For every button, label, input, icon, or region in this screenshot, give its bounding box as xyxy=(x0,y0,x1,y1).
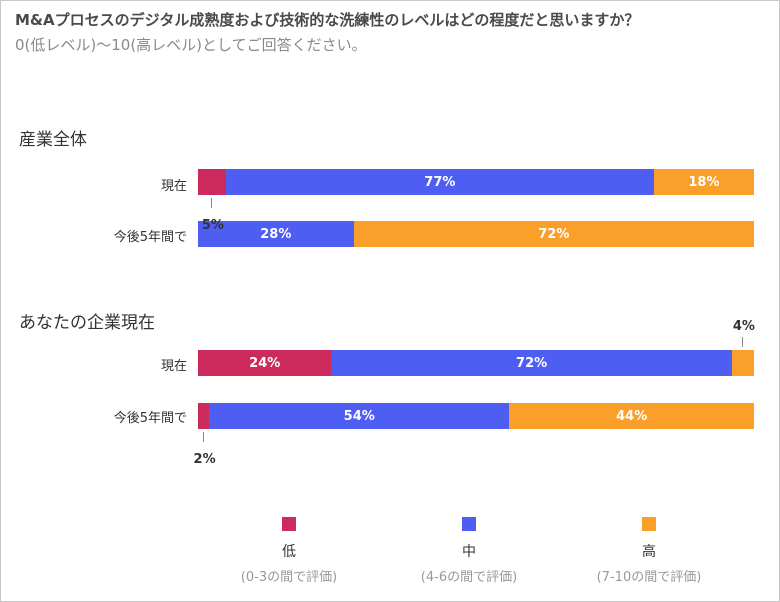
legend-sub-mid: (4-6の間で評価) xyxy=(420,570,518,585)
bar-value-label: 18% xyxy=(688,174,720,190)
callout-tick xyxy=(742,337,744,347)
legend-swatch-low xyxy=(282,517,296,531)
bar-segment-high xyxy=(731,350,754,376)
bar-value-label: 28% xyxy=(260,226,292,242)
row-label-industry-now: 現在 xyxy=(160,179,187,194)
bar-segment-high: 44% xyxy=(509,403,754,429)
bar-value-label: 77% xyxy=(424,174,456,190)
chart-subtitle: 0(低レベル)〜10(高レベル)としてご回答ください。 xyxy=(15,36,367,54)
callout-tick xyxy=(203,432,205,442)
legend-item-high: 高 (7-10の間で評価) xyxy=(574,517,724,585)
bar-segment-mid: 54% xyxy=(209,403,510,429)
legend-label-high: 高 xyxy=(642,544,656,560)
bar-segment-low: 24% xyxy=(198,350,332,376)
row-label-company-now: 現在 xyxy=(160,359,187,374)
legend-sub-low: (0-3の間で評価) xyxy=(240,570,338,585)
bar-segment-mid: 77% xyxy=(225,169,654,195)
bar-segment-mid: 72% xyxy=(331,350,732,376)
bar-value-label: 72% xyxy=(538,226,570,242)
legend-label-low: 低 xyxy=(282,544,296,560)
group-title-industry: 産業全体 xyxy=(19,130,87,150)
row-label-industry-5y: 今後5年間で xyxy=(113,230,187,245)
callout-value-label: 2% xyxy=(193,452,216,467)
legend-item-low: 低 (0-3の間で評価) xyxy=(214,517,364,585)
bar-segment-mid: 28% xyxy=(198,221,354,247)
bar-segment-high: 18% xyxy=(653,169,754,195)
bar-value-label: 44% xyxy=(616,408,648,424)
bar-segment-low xyxy=(198,403,210,429)
group-title-company: あなたの企業現在 xyxy=(19,313,155,333)
bar-segment-low xyxy=(198,169,226,195)
callout-tick xyxy=(211,198,213,208)
bar-segment-high: 72% xyxy=(353,221,754,247)
legend-label-mid: 中 xyxy=(462,544,476,560)
bar-value-label: 24% xyxy=(249,355,281,371)
legend-swatch-mid xyxy=(462,517,476,531)
callout-value-label: 4% xyxy=(732,319,755,334)
legend-sub-high: (7-10の間で評価) xyxy=(596,570,702,585)
bar-value-label: 72% xyxy=(516,355,548,371)
row-label-company-5y: 今後5年間で xyxy=(113,411,187,426)
legend-item-mid: 中 (4-6の間で評価) xyxy=(394,517,544,585)
legend-swatch-high xyxy=(642,517,656,531)
chart-title: M&Aプロセスのデジタル成熟度および技術的な洗練性のレベルはどの程度だと思います… xyxy=(15,11,640,29)
bar-value-label: 54% xyxy=(343,408,375,424)
callout-value-label: 5% xyxy=(201,218,224,233)
